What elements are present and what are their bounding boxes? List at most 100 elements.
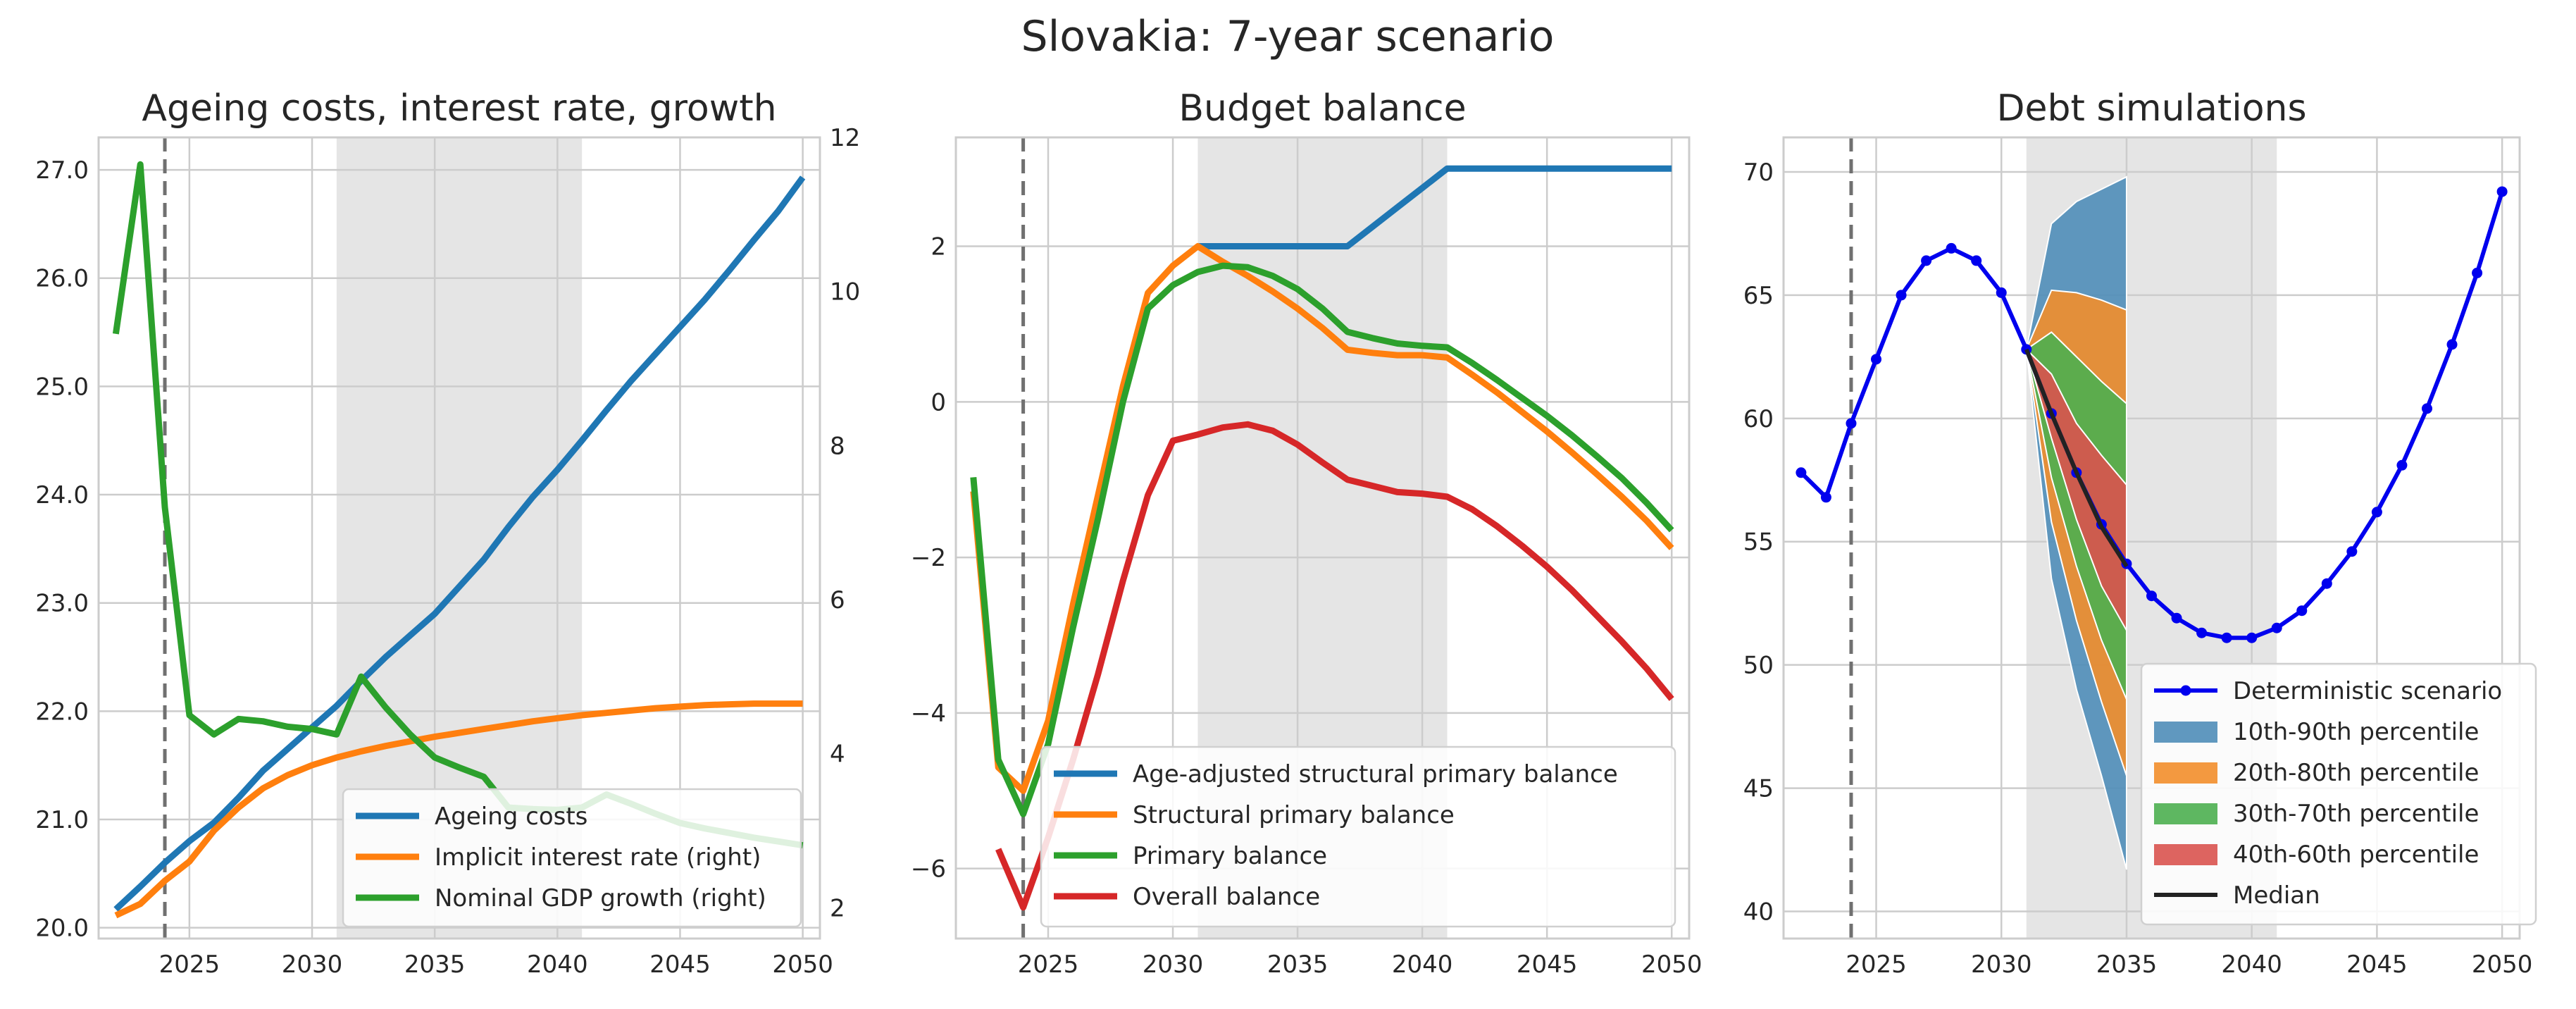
y-tick-label: 23.0 bbox=[35, 590, 89, 618]
y-tick-label: 25.0 bbox=[35, 373, 89, 401]
x-tick-label: 2045 bbox=[2346, 951, 2408, 979]
legend-label: Nominal GDP growth (right) bbox=[435, 884, 766, 912]
x-tick-label: 2040 bbox=[1392, 951, 1453, 979]
legend-label: 10th-90th percentile bbox=[2233, 718, 2479, 746]
deterministic-point bbox=[1996, 287, 2007, 298]
x-tick-label: 2035 bbox=[1267, 951, 1329, 979]
x-tick-label: 2050 bbox=[1641, 951, 1703, 979]
y-tick-label: 22.0 bbox=[35, 698, 89, 726]
plot-frame bbox=[1782, 136, 2521, 940]
legend-swatch bbox=[2154, 844, 2217, 865]
deterministic-point bbox=[1846, 418, 1857, 429]
x-tick-label: 2025 bbox=[1018, 951, 1079, 979]
deterministic-point bbox=[1871, 354, 1882, 365]
y-tick-label: 55 bbox=[1743, 528, 1774, 557]
panel-title: Debt simulations bbox=[1996, 87, 2306, 130]
legend-label: Median bbox=[2233, 881, 2320, 910]
panel-title: Ageing costs, interest rate, growth bbox=[142, 87, 776, 130]
y-tick-label: 60 bbox=[1743, 405, 1774, 433]
deterministic-point bbox=[1946, 242, 1957, 254]
fan-band bbox=[2024, 347, 2127, 633]
y-tick-label: 24.0 bbox=[35, 481, 89, 509]
y-tick-label: −4 bbox=[911, 700, 946, 728]
series-line bbox=[970, 262, 1674, 817]
legend-label: Primary balance bbox=[1133, 842, 1327, 870]
y-tick-label: 26.0 bbox=[35, 265, 89, 293]
deterministic-point bbox=[2296, 605, 2308, 617]
legend-frame bbox=[2140, 662, 2537, 926]
y-tick-label: 0 bbox=[931, 388, 946, 416]
deterministic-point bbox=[2321, 578, 2332, 589]
y-tick-label: 45 bbox=[1743, 775, 1774, 803]
x-tick-label: 2035 bbox=[404, 951, 466, 979]
x-tick-label: 2025 bbox=[159, 951, 220, 979]
deterministic-point bbox=[2421, 403, 2432, 414]
y-tick-label: −2 bbox=[911, 544, 946, 572]
x-tick-label: 2040 bbox=[527, 951, 588, 979]
series-line bbox=[995, 421, 1674, 911]
budget-balance-panel: 2025 2030 2035 2040 2045 2050 −6 −4 −2 0 2 Budget b… bbox=[911, 87, 1703, 979]
panel-title: Budget balance bbox=[1178, 87, 1466, 130]
y-tick-label: 20.0 bbox=[35, 915, 89, 943]
deterministic-point bbox=[2171, 612, 2182, 624]
x-tick-label: 2030 bbox=[1143, 951, 1204, 979]
median-line bbox=[2024, 348, 2129, 568]
deterministic-point bbox=[2346, 546, 2358, 557]
plot-frame bbox=[954, 136, 1691, 940]
y-tick-label: −6 bbox=[911, 855, 946, 884]
figure-title: Slovakia: 7-year scenario bbox=[1021, 12, 1555, 61]
deterministic-point bbox=[2371, 507, 2382, 518]
y2-tick-label: 4 bbox=[830, 741, 845, 769]
legend-swatch bbox=[2154, 803, 2217, 824]
series-line bbox=[113, 175, 806, 912]
deterministic-point bbox=[1896, 290, 1907, 301]
x-tick-label: 2050 bbox=[2472, 951, 2533, 979]
y-tick-label: 70 bbox=[1743, 159, 1774, 187]
y-tick-label: 40 bbox=[1743, 898, 1774, 927]
series-line bbox=[1197, 165, 1672, 249]
deterministic-point bbox=[2472, 267, 2483, 278]
legend-label: 20th-80th percentile bbox=[2233, 759, 2479, 787]
x-tick-label: 2045 bbox=[1517, 951, 1578, 979]
y-tick-label: 27.0 bbox=[35, 156, 89, 185]
y-tick-label: 65 bbox=[1743, 282, 1774, 310]
legend: Age-adjusted structural primary balance S… bbox=[1040, 745, 1676, 928]
legend: Deterministic scenario 10th-90th percenti… bbox=[2140, 662, 2537, 926]
y-tick-label: 21.0 bbox=[35, 806, 89, 834]
series-line bbox=[970, 243, 1674, 794]
deterministic-point bbox=[1820, 492, 1831, 503]
legend-swatch bbox=[2154, 762, 2217, 784]
series-line bbox=[114, 700, 803, 919]
deterministic-point bbox=[2271, 622, 2282, 633]
deterministic-point bbox=[2196, 627, 2208, 638]
legend-label: Structural primary balance bbox=[1133, 801, 1455, 829]
legend-label: Age-adjusted structural primary balance bbox=[1133, 760, 1618, 788]
deterministic-point bbox=[2396, 459, 2408, 471]
legend-label: 40th-60th percentile bbox=[2233, 841, 2479, 869]
x-tick-label: 2050 bbox=[772, 951, 833, 979]
x-tick-label: 2040 bbox=[2221, 951, 2282, 979]
legend: Ageing costs Implicit interest rate (righ… bbox=[342, 788, 802, 928]
legend-swatch bbox=[2154, 722, 2217, 743]
legend-label: 30th-70th percentile bbox=[2233, 800, 2479, 828]
deterministic-point bbox=[1971, 255, 1982, 266]
x-tick-label: 2030 bbox=[282, 951, 343, 979]
x-tick-label: 2035 bbox=[2096, 951, 2158, 979]
x-tick-label: 2045 bbox=[649, 951, 711, 979]
x-tick-label: 2030 bbox=[1971, 951, 2032, 979]
deterministic-point bbox=[2246, 632, 2258, 643]
deterministic-point bbox=[2446, 339, 2458, 350]
legend-label: Overall balance bbox=[1133, 883, 1320, 911]
legend-label: Implicit interest rate (right) bbox=[435, 843, 761, 872]
deterministic-point bbox=[2146, 590, 2157, 602]
y2-tick-label: 2 bbox=[830, 894, 845, 922]
deterministic-point bbox=[1796, 467, 1807, 478]
deterministic-point bbox=[1921, 255, 1932, 266]
y-tick-label: 2 bbox=[931, 233, 946, 261]
x-tick-label: 2025 bbox=[1846, 951, 1907, 979]
legend-marker bbox=[2180, 685, 2191, 696]
plot-frame bbox=[97, 136, 821, 940]
legend-label: Deterministic scenario bbox=[2233, 677, 2502, 705]
legend-frame bbox=[342, 788, 802, 928]
